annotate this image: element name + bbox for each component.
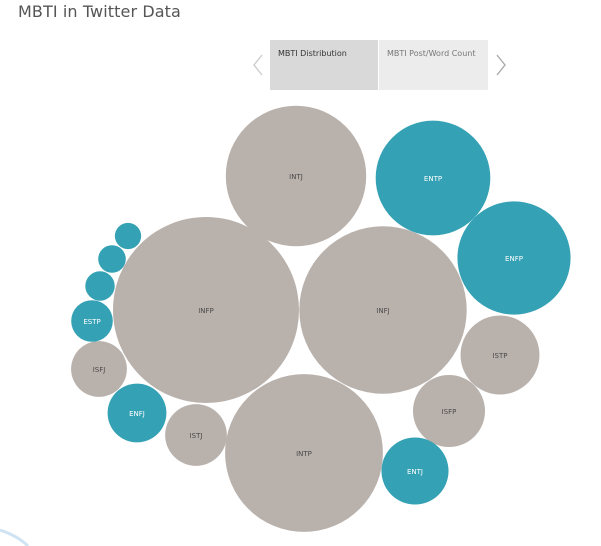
bubble-istp[interactable]	[460, 315, 540, 395]
bubble-enfj[interactable]	[98, 245, 126, 273]
bubble-label: INFJ	[376, 307, 389, 315]
bubble-label: ENTJ	[407, 468, 423, 476]
bubble-istj[interactable]	[165, 404, 227, 466]
bubble-infj[interactable]	[299, 226, 467, 394]
bubble-intj[interactable]	[225, 105, 367, 247]
bubble-label: ISTJ	[190, 432, 203, 440]
bubble-enfj[interactable]	[107, 383, 167, 443]
corner-decoration	[0, 528, 30, 546]
chevron-left-icon[interactable]	[249, 52, 267, 78]
bubble-label: ESTP	[83, 318, 100, 326]
bubble-label: INFP	[198, 307, 214, 315]
chevron-right-icon[interactable]	[492, 52, 510, 78]
bubble-label: INTJ	[289, 173, 303, 181]
bubble-estj[interactable]	[114, 222, 142, 250]
bubble-intp[interactable]	[225, 374, 383, 532]
bubble-entp[interactable]	[375, 120, 491, 236]
tab-mbti-post-word-count[interactable]: MBTI Post/Word Count	[379, 40, 488, 90]
bubble-label: ENTP	[424, 175, 442, 183]
bubble-esfp[interactable]	[85, 271, 115, 301]
tab-strip: MBTI Distribution MBTI Post/Word Count	[249, 40, 511, 90]
bubble-enfp[interactable]	[457, 201, 571, 315]
bubble-isfj[interactable]	[71, 341, 127, 397]
bubble-label: ISFJ	[93, 366, 106, 374]
bubble-label: ISTP	[492, 352, 507, 360]
tab-mbti-distribution[interactable]: MBTI Distribution	[270, 40, 378, 90]
bubble-label: INTP	[296, 450, 312, 458]
bubble-label: ENFP	[505, 255, 523, 263]
bubble-isfp[interactable]	[412, 374, 486, 448]
bubble-estp[interactable]	[71, 300, 113, 342]
bubble-label: ISFP	[442, 408, 457, 416]
page-title: MBTI in Twitter Data	[18, 2, 181, 21]
bubble-infp[interactable]	[113, 217, 299, 403]
bubble-label: ENFJ	[129, 410, 145, 418]
bubble-entj[interactable]	[381, 437, 449, 505]
